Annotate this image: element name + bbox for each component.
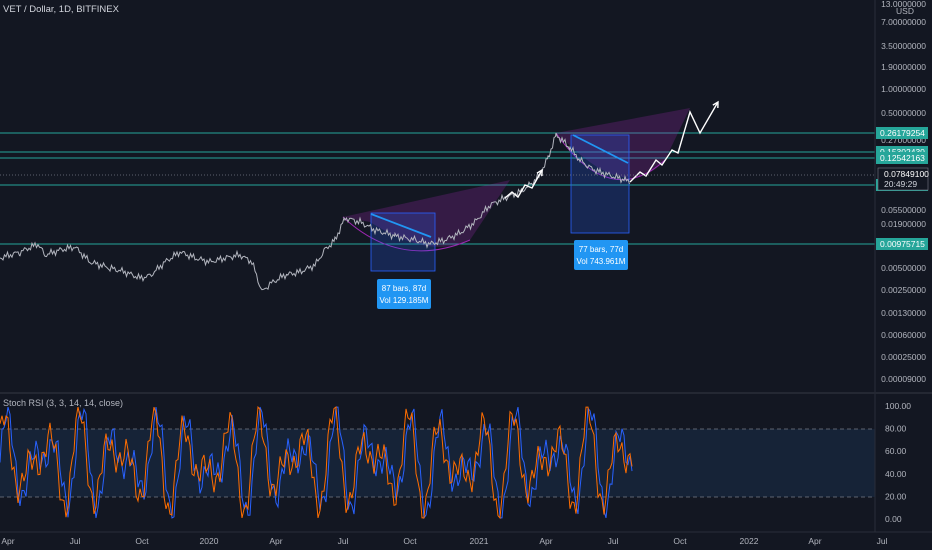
time-tick-label: Jul bbox=[877, 536, 888, 546]
arrowhead bbox=[712, 100, 719, 109]
stoch-line bbox=[0, 405, 633, 520]
range-vol-label: Vol 743.961M bbox=[577, 257, 626, 266]
time-tick-label: 2021 bbox=[470, 536, 489, 546]
price-tick-label: 0.50000000 bbox=[881, 108, 926, 118]
stoch-line bbox=[0, 406, 633, 520]
time-tick-label: Apr bbox=[1, 536, 14, 546]
stoch-tick-label: 100.00 bbox=[885, 401, 911, 411]
current-price-time: 20:49:29 bbox=[884, 179, 917, 189]
price-level-value: 0.00975715 bbox=[880, 239, 925, 249]
price-tick-label: 0.27000000 bbox=[881, 135, 926, 145]
time-tick-label: Apr bbox=[539, 536, 552, 546]
current-price-tag bbox=[877, 167, 929, 191]
stoch-tick-label: 0.00 bbox=[885, 514, 902, 524]
price-tick-label: 0.01900000 bbox=[881, 219, 926, 229]
time-tick-label: 2020 bbox=[200, 536, 219, 546]
time-tick-label: Oct bbox=[673, 536, 687, 546]
time-tick-label: Oct bbox=[135, 536, 149, 546]
range-label-box bbox=[377, 279, 431, 309]
cup-shape-1 bbox=[343, 180, 510, 247]
arrowhead bbox=[536, 168, 543, 177]
range-bars-label: 87 bars, 87d bbox=[382, 284, 426, 293]
price-level-tag bbox=[876, 152, 928, 164]
time-tick-label: 2022 bbox=[740, 536, 759, 546]
price-tick-label: 7.00000000 bbox=[881, 17, 926, 27]
price-tick-label: 0.00500000 bbox=[881, 263, 926, 273]
cup-arc-1 bbox=[342, 216, 471, 252]
price-tick-label: 0.05500000 bbox=[881, 205, 926, 215]
stoch-tick-label: 60.00 bbox=[885, 446, 907, 456]
projection-path bbox=[629, 101, 719, 183]
downtrend-line-2 bbox=[572, 134, 629, 164]
stoch-rsi-pane[interactable]: Stoch RSI (3, 3, 14, 14, close) 100.00 80… bbox=[0, 394, 911, 532]
price-tick-label: 0.00250000 bbox=[881, 285, 926, 295]
price-tick-label: 0.00130000 bbox=[881, 308, 926, 318]
price-level-value: 0.26179254 bbox=[880, 128, 925, 138]
projection-arrows bbox=[504, 100, 719, 199]
price-series bbox=[0, 132, 630, 291]
range-box[interactable] bbox=[370, 212, 436, 272]
time-tick-label: Jul bbox=[338, 536, 349, 546]
price-tick-label: 1.90000000 bbox=[881, 62, 926, 72]
price-tick-label: 3.50000000 bbox=[881, 41, 926, 51]
currency-label: USD bbox=[896, 6, 914, 16]
time-axis-ticks: Apr Jul Oct 2020 Apr Jul Oct 2021 Apr Jul Oct 2022 A… bbox=[1, 536, 887, 546]
price-tick-label: 0.00025000 bbox=[881, 352, 926, 362]
stoch-tick-label: 40.00 bbox=[885, 469, 907, 479]
price-tick-label: 13.0000000 bbox=[881, 0, 926, 9]
chart-title: VET / Dollar, 1D, BITFINEX bbox=[3, 4, 120, 15]
time-tick-label: Jul bbox=[608, 536, 619, 546]
time-tick-label: Jul bbox=[70, 536, 81, 546]
time-tick-label: Apr bbox=[808, 536, 821, 546]
projection-path bbox=[504, 169, 543, 199]
price-tick-label: 1.00000000 bbox=[881, 84, 926, 94]
stoch-axis-ticks: 100.00 80.00 60.00 40.00 20.00 0.00 bbox=[885, 401, 911, 524]
price-pane[interactable]: 87 bars, 87d Vol 129.185M 77 bars, 77d Vol … bbox=[0, 100, 875, 309]
price-axis[interactable]: USD 13.0000000 7.00000000 3.50000000 1.9000… bbox=[874, 0, 929, 392]
time-tick-label: Oct bbox=[403, 536, 417, 546]
stoch-tick-label: 20.00 bbox=[885, 491, 907, 501]
price-line bbox=[0, 132, 630, 291]
time-tick-label: Apr bbox=[269, 536, 282, 546]
price-tick-label: 0.00060000 bbox=[881, 330, 926, 340]
time-axis[interactable]: Apr Jul Oct 2020 Apr Jul Oct 2021 Apr Jul Oct 2022 A… bbox=[0, 531, 932, 546]
trend-lines bbox=[370, 134, 629, 238]
range-bars-label: 77 bars, 77d bbox=[579, 245, 623, 254]
current-price-value: 0.07849100 bbox=[884, 169, 929, 179]
stoch-series bbox=[0, 405, 633, 520]
downtrend-line-1 bbox=[370, 213, 432, 238]
horizontal-levels bbox=[0, 132, 875, 245]
range-vol-label: Vol 129.185M bbox=[380, 296, 429, 305]
stoch-tick-label: 80.00 bbox=[885, 424, 907, 434]
stoch-title: Stoch RSI (3, 3, 14, 14, close) bbox=[3, 398, 123, 408]
range-label-box bbox=[574, 240, 628, 270]
price-level-tag bbox=[876, 127, 928, 139]
price-level-tag bbox=[876, 238, 928, 250]
price-tick-label: 0.00009000 bbox=[881, 374, 926, 384]
price-level-value: 0.12542163 bbox=[880, 153, 925, 163]
cup-arc-2 bbox=[555, 132, 666, 181]
